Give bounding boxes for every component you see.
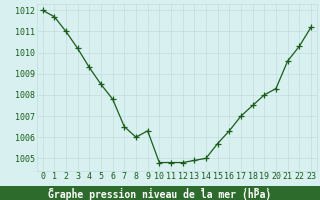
- Text: Graphe pression niveau de la mer (hPa): Graphe pression niveau de la mer (hPa): [48, 190, 272, 200]
- Text: Graphe pression niveau de la mer (hPa): Graphe pression niveau de la mer (hPa): [48, 188, 272, 198]
